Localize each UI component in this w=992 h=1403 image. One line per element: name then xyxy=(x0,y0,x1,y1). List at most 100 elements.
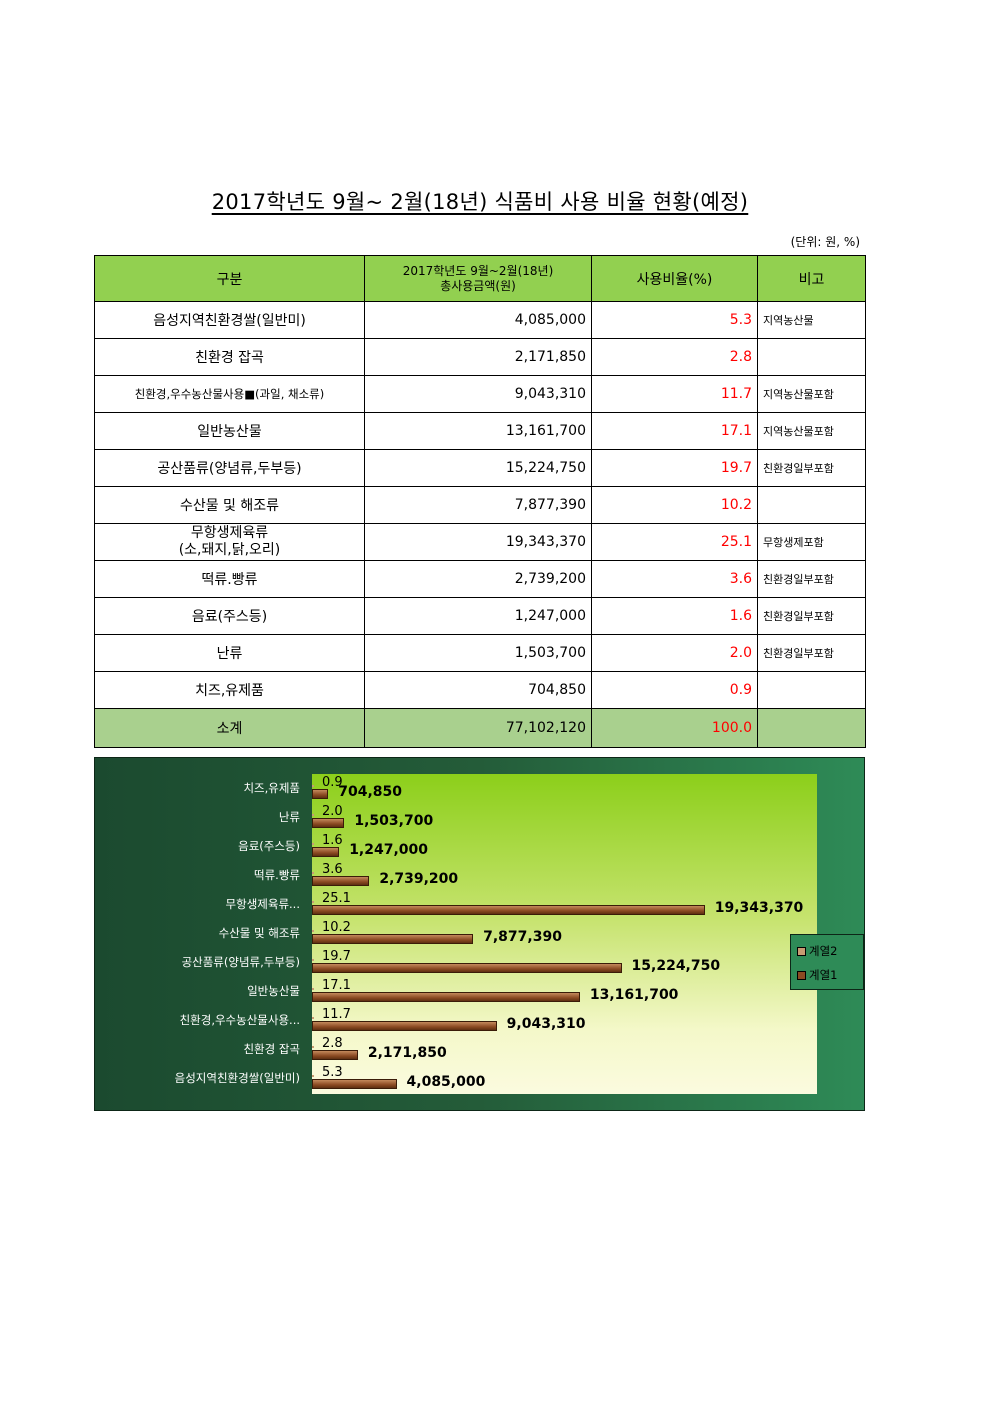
row-amount: 2,171,850 xyxy=(364,338,592,376)
row-ratio: 2.8 xyxy=(591,338,758,376)
legend-item-series2: 계열2 xyxy=(797,943,837,959)
total-note xyxy=(757,708,866,748)
category-label: 수산물 및 해조류 xyxy=(218,926,300,940)
amount-data-label: 9,043,310 xyxy=(506,1016,586,1032)
header-category: 구분 xyxy=(94,255,365,302)
category-label: 무항생제육류... xyxy=(225,897,300,911)
bar-series2 xyxy=(312,1046,314,1048)
row-ratio: 1.6 xyxy=(591,597,758,635)
legend-item-series1: 계열1 xyxy=(797,967,837,983)
row-note: 지역농산물포함 xyxy=(757,375,866,413)
amount-data-label: 19,343,370 xyxy=(714,900,804,916)
row-note xyxy=(757,338,866,376)
unit-label: (단위: 원, %) xyxy=(790,235,860,249)
bar-series2 xyxy=(312,872,314,874)
row-category: 치즈,유제품 xyxy=(94,671,365,709)
amount-data-label: 13,161,700 xyxy=(589,987,679,1003)
amount-data-label: 704,850 xyxy=(338,784,402,800)
row-amount: 9,043,310 xyxy=(364,375,592,413)
row-ratio: 11.7 xyxy=(591,375,758,413)
row-ratio: 2.0 xyxy=(591,634,758,672)
row-ratio: 3.6 xyxy=(591,560,758,598)
row-amount: 2,739,200 xyxy=(364,560,592,598)
legend-label: 계열2 xyxy=(809,944,838,958)
table-row: 무항생제육류 (소,돼지,닭,오리) 19,343,370 25.1 무항생제포… xyxy=(94,523,866,561)
row-category-line1: 무항생제육류 xyxy=(190,525,269,541)
row-ratio: 5.3 xyxy=(591,301,758,339)
ratio-data-label: 2.8 xyxy=(322,1036,343,1051)
table-row: 공산품류(양념류,두부등) 15,224,750 19.7 친환경일부포함 xyxy=(94,449,866,487)
table-row: 친환경,우수농산물사용■(과일, 채소류) 9,043,310 11.7 지역농… xyxy=(94,375,866,413)
category-label: 난류 xyxy=(278,810,300,824)
bar-series1 xyxy=(312,1079,397,1089)
table-header-row: 구분 2017학년도 9월~2월(18년) 총사용금액(원) 사용비율(%) 비… xyxy=(94,255,866,302)
header-ratio: 사용비율(%) xyxy=(591,255,758,302)
total-amount: 77,102,120 xyxy=(364,708,592,748)
amount-data-label: 2,171,850 xyxy=(367,1045,447,1061)
bar-series2 xyxy=(312,843,314,845)
total-category: 소계 xyxy=(94,708,365,748)
bar-chart: 계열2 계열1 치즈,유제품 0.9 704,850 난류 2.0 1,503,700 음료… xyxy=(94,757,865,1111)
row-note: 무항생제포함 xyxy=(757,523,866,561)
amount-data-label: 1,247,000 xyxy=(349,842,429,858)
bar-series2 xyxy=(312,930,314,932)
row-note xyxy=(757,486,866,524)
amount-data-label: 7,877,390 xyxy=(483,929,562,945)
legend-swatch xyxy=(797,947,806,956)
row-amount: 15,224,750 xyxy=(364,449,592,487)
table-row: 일반농산물 13,161,700 17.1 지역농산물포함 xyxy=(94,412,866,450)
row-amount: 13,161,700 xyxy=(364,412,592,450)
bar-series1 xyxy=(312,876,370,886)
row-note: 지역농산물 xyxy=(757,301,866,339)
row-category: 친환경,우수농산물사용■(과일, 채소류) xyxy=(94,375,365,413)
amount-data-label: 2,739,200 xyxy=(379,871,459,887)
category-label: 치즈,유제품 xyxy=(243,781,300,795)
bar-series2 xyxy=(312,901,314,903)
row-category: 음료(주스등) xyxy=(94,597,365,635)
usage-table: 구분 2017학년도 9월~2월(18년) 총사용금액(원) 사용비율(%) 비… xyxy=(94,255,866,748)
row-note xyxy=(757,671,866,709)
row-ratio: 17.1 xyxy=(591,412,758,450)
table-row: 친환경 잡곡 2,171,850 2.8 xyxy=(94,338,866,376)
row-amount: 704,850 xyxy=(364,671,592,709)
category-label: 음성지역친환경쌀(일반미) xyxy=(174,1071,300,1085)
ratio-data-label: 25.1 xyxy=(322,891,351,906)
ratio-data-label: 17.1 xyxy=(322,978,351,993)
header-amount-line2: 총사용금액(원) xyxy=(440,278,516,293)
bar-series2 xyxy=(312,988,314,990)
row-category: 음성지역친환경쌀(일반미) xyxy=(94,301,365,339)
table-row: 떡류.빵류 2,739,200 3.6 친환경일부포함 xyxy=(94,560,866,598)
row-amount: 4,085,000 xyxy=(364,301,592,339)
ratio-data-label: 11.7 xyxy=(322,1007,351,1022)
row-category: 친환경 잡곡 xyxy=(94,338,365,376)
chart-legend: 계열2 계열1 xyxy=(790,934,864,990)
total-row: 소계 77,102,120 100.0 xyxy=(94,708,866,748)
row-category: 공산품류(양념류,두부등) xyxy=(94,449,365,487)
ratio-data-label: 5.3 xyxy=(322,1065,343,1080)
category-label: 떡류.빵류 xyxy=(254,868,300,882)
bar-series1 xyxy=(312,1050,358,1060)
row-amount: 19,343,370 xyxy=(364,523,592,561)
table-row: 치즈,유제품 704,850 0.9 xyxy=(94,671,866,709)
row-ratio: 25.1 xyxy=(591,523,758,561)
row-note: 친환경일부포함 xyxy=(757,449,866,487)
amount-data-label: 4,085,000 xyxy=(406,1074,486,1090)
row-amount: 1,247,000 xyxy=(364,597,592,635)
legend-swatch xyxy=(797,971,806,980)
bar-series1 xyxy=(312,992,580,1002)
legend-label: 계열1 xyxy=(809,968,838,982)
bar-series1 xyxy=(312,1021,497,1031)
bar-series1 xyxy=(312,963,622,973)
row-category: 떡류.빵류 xyxy=(94,560,365,598)
bar-series1 xyxy=(312,818,345,828)
row-amount: 1,503,700 xyxy=(364,634,592,672)
ratio-data-label: 3.6 xyxy=(322,862,343,877)
row-note: 지역농산물포함 xyxy=(757,412,866,450)
row-ratio: 0.9 xyxy=(591,671,758,709)
table-row: 수산물 및 해조류 7,877,390 10.2 xyxy=(94,486,866,524)
ratio-data-label: 10.2 xyxy=(322,920,351,935)
bar-series2 xyxy=(312,959,314,961)
row-amount: 7,877,390 xyxy=(364,486,592,524)
amount-data-label: 15,224,750 xyxy=(631,958,721,974)
category-label: 친환경,우수농산물사용... xyxy=(179,1013,300,1027)
